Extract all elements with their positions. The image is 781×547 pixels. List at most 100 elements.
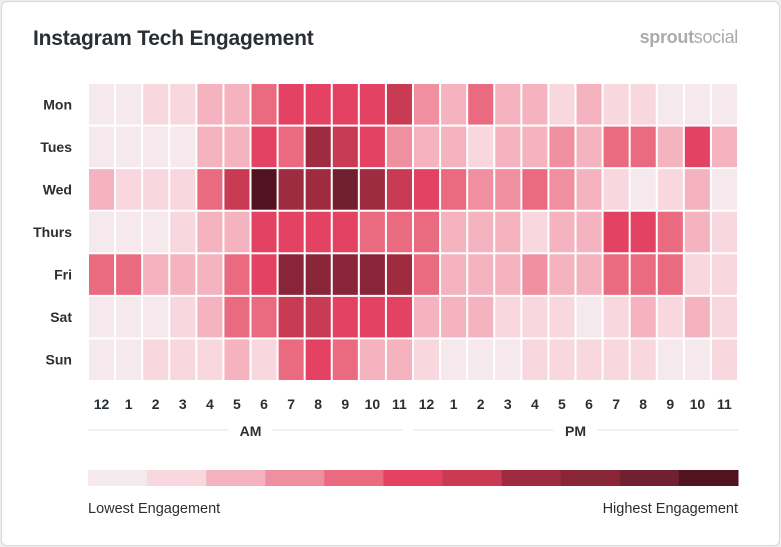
heatmap-cell [657, 84, 683, 125]
heatmap-cell [603, 211, 629, 253]
legend-swatch [265, 470, 325, 486]
heatmap-cell [603, 126, 629, 168]
heatmap-cell [414, 84, 440, 125]
legend-swatch [206, 470, 266, 486]
heatmap-cell [386, 169, 412, 210]
heatmap-cell [522, 254, 548, 295]
heatmap-cell [468, 254, 494, 295]
heatmap-cell [603, 296, 629, 338]
heatmap-cell [657, 211, 683, 253]
heatmap-cell [305, 126, 331, 168]
heatmap-cell [143, 126, 169, 168]
heatmap-cell [441, 211, 467, 253]
heatmap-cell [576, 126, 602, 168]
heatmap-cell [603, 339, 629, 380]
heatmap-cell [495, 84, 521, 125]
heatmap-cell [684, 84, 710, 125]
legend-swatch [442, 470, 503, 486]
heatmap-cell [278, 169, 304, 210]
hour-label: 9 [341, 396, 349, 412]
heatmap-cell [684, 254, 710, 295]
hour-label: 10 [365, 396, 381, 412]
heatmap-cell [116, 339, 142, 380]
heatmap-cell [684, 169, 710, 210]
hour-label: 10 [690, 396, 706, 412]
heatmap-cell [224, 84, 250, 125]
heatmap-cell [332, 339, 358, 380]
heatmap-cell [441, 169, 467, 210]
row-label: Wed [43, 181, 72, 197]
heatmap-cell [630, 339, 656, 380]
heatmap-cell [224, 126, 250, 168]
heatmap-cell [278, 211, 304, 253]
heatmap-cell [522, 169, 548, 210]
heatmap-cell [89, 126, 115, 168]
heatmap-cell [170, 339, 196, 380]
heatmap-cell [305, 211, 331, 253]
logo-bold: sprout [639, 27, 695, 47]
hour-label: 11 [717, 396, 732, 412]
heatmap-cell [359, 84, 385, 125]
heatmap-cell [359, 211, 385, 253]
heatmap-cell [441, 296, 467, 338]
row-label: Tues [40, 139, 72, 155]
heatmap-cell [657, 169, 683, 210]
legend-swatch [88, 470, 148, 486]
legend-swatch [383, 470, 444, 486]
logo-light: social [693, 27, 739, 47]
heatmap-cell [197, 211, 223, 253]
period-label: PM [565, 423, 586, 439]
hour-label: 8 [639, 396, 647, 412]
heatmap-cell [549, 296, 575, 338]
heatmap-cell [684, 211, 710, 253]
heatmap-cell [711, 296, 737, 338]
heatmap-cell [414, 169, 440, 210]
heatmap-cell [116, 296, 142, 338]
hour-label: 5 [233, 396, 241, 412]
heatmap-cell [441, 254, 467, 295]
heatmap-cell [386, 84, 412, 125]
heatmap-cell [359, 169, 385, 210]
heatmap-cell [522, 339, 548, 380]
heatmap-cell [630, 254, 656, 295]
heatmap-cell [143, 84, 169, 125]
heatmap-cell [170, 84, 196, 125]
heatmap-cell [630, 84, 656, 125]
heatmap-cell [630, 211, 656, 253]
heatmap-cell [684, 296, 710, 338]
heatmap-cell [522, 296, 548, 338]
row-label: Mon [43, 96, 72, 112]
heatmap-cell [657, 339, 683, 380]
heatmap-cell [305, 254, 331, 295]
heatmap-cell [251, 254, 277, 295]
hour-label: 6 [260, 396, 268, 412]
heatmap-cell [386, 254, 412, 295]
heatmap-cell [278, 126, 304, 168]
heatmap-cell [468, 84, 494, 125]
hour-label: 11 [392, 396, 407, 412]
hour-label: 7 [612, 396, 620, 412]
heatmap-cell [170, 211, 196, 253]
hour-label: 2 [152, 396, 160, 412]
heatmap-cell [630, 126, 656, 168]
heatmap-cell [332, 126, 358, 168]
heatmap-cell [522, 126, 548, 168]
heatmap-cell [414, 211, 440, 253]
legend-swatch [147, 470, 207, 486]
chart-title: Instagram Tech Engagement [33, 27, 314, 50]
heatmap-cell [468, 211, 494, 253]
heatmap-cell [441, 339, 467, 380]
heatmap-cell [549, 339, 575, 380]
heatmap-cell [495, 339, 521, 380]
legend-high-label: Highest Engagement [603, 501, 738, 517]
heatmap-cell [684, 126, 710, 168]
heatmap-cell [251, 169, 277, 210]
heatmap-cell [278, 254, 304, 295]
heatmap-cell [468, 126, 494, 168]
heatmap-cell [576, 169, 602, 210]
heatmap-cell [495, 169, 521, 210]
heatmap-cell [278, 84, 304, 125]
row-label: Sun [46, 352, 72, 368]
heatmap-cell [197, 339, 223, 380]
heatmap-cell [224, 169, 250, 210]
